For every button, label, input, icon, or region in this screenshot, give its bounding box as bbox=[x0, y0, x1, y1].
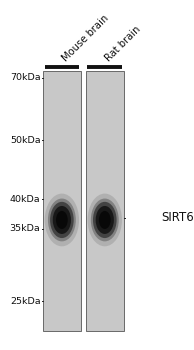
Text: 50kDa: 50kDa bbox=[10, 136, 40, 145]
Ellipse shape bbox=[96, 206, 114, 234]
Text: 70kDa: 70kDa bbox=[10, 73, 40, 82]
Ellipse shape bbox=[93, 202, 117, 238]
Text: 35kDa: 35kDa bbox=[10, 224, 40, 233]
Ellipse shape bbox=[50, 202, 74, 238]
Bar bbox=[43, 71, 81, 331]
Ellipse shape bbox=[45, 194, 79, 246]
Ellipse shape bbox=[91, 198, 119, 242]
Ellipse shape bbox=[53, 206, 71, 234]
Text: Mouse brain: Mouse brain bbox=[60, 14, 111, 64]
Text: 25kDa: 25kDa bbox=[10, 297, 40, 306]
Text: 40kDa: 40kDa bbox=[10, 195, 40, 204]
Bar bbox=[86, 71, 124, 331]
Ellipse shape bbox=[88, 194, 122, 246]
Ellipse shape bbox=[56, 211, 68, 229]
Ellipse shape bbox=[99, 211, 111, 229]
Text: Rat brain: Rat brain bbox=[103, 25, 142, 64]
Text: SIRT6: SIRT6 bbox=[161, 211, 194, 224]
Ellipse shape bbox=[48, 198, 76, 242]
